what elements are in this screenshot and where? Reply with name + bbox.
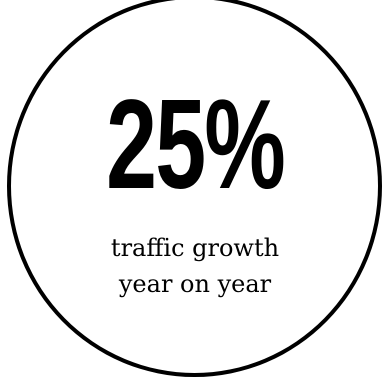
stat-circle-outline	[7, 0, 382, 377]
stat-value-text: 25%	[106, 74, 286, 217]
stat-caption-line-2: year on year	[118, 270, 272, 298]
stat-caption-line-1: traffic growth	[110, 234, 280, 262]
stat-value: 25%	[0, 82, 390, 209]
